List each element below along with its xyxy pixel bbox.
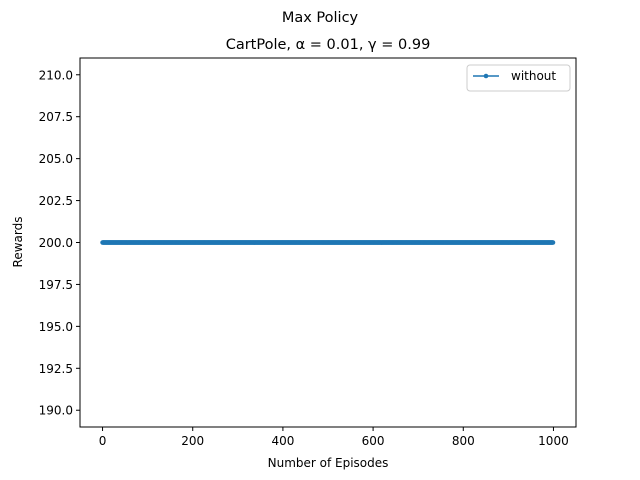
legend-label-without: without (511, 69, 556, 83)
y-tick-label: 190.0 (39, 404, 73, 418)
data-point (550, 240, 556, 245)
x-tick-label: 400 (271, 434, 294, 448)
legend: without (466, 64, 571, 92)
y-axis-ticks: 190.0 192.5 195.0 197.5 200.0 202.5 205.0 207.5… (39, 68, 80, 418)
y-axis-label: Rewards (11, 217, 25, 268)
x-tick-label: 1000 (538, 434, 569, 448)
series-layer (100, 240, 556, 245)
y-tick-label: 207.5 (39, 110, 73, 124)
x-axis-label: Number of Episodes (268, 456, 389, 470)
y-tick-label: 192.5 (39, 362, 73, 376)
chart-title: CartPole, α = 0.01, γ = 0.99 (226, 37, 431, 53)
x-tick-label: 0 (99, 434, 107, 448)
series-markers-without (100, 240, 556, 245)
x-tick-label: 800 (452, 434, 475, 448)
x-axis-ticks: 0 200 400 600 800 1000 (99, 427, 569, 448)
y-tick-label: 200.0 (39, 236, 73, 250)
x-tick-label: 200 (181, 434, 204, 448)
chart-suptitle: Max Policy (282, 10, 359, 26)
y-tick-label: 202.5 (39, 194, 73, 208)
y-tick-label: 197.5 (39, 278, 73, 292)
y-tick-label: 205.0 (39, 152, 73, 166)
y-tick-label: 210.0 (39, 68, 73, 82)
legend-box (466, 64, 571, 92)
legend-marker (483, 73, 489, 79)
plot-frame (79, 57, 577, 428)
x-tick-label: 600 (362, 434, 385, 448)
y-tick-label: 195.0 (39, 320, 73, 334)
